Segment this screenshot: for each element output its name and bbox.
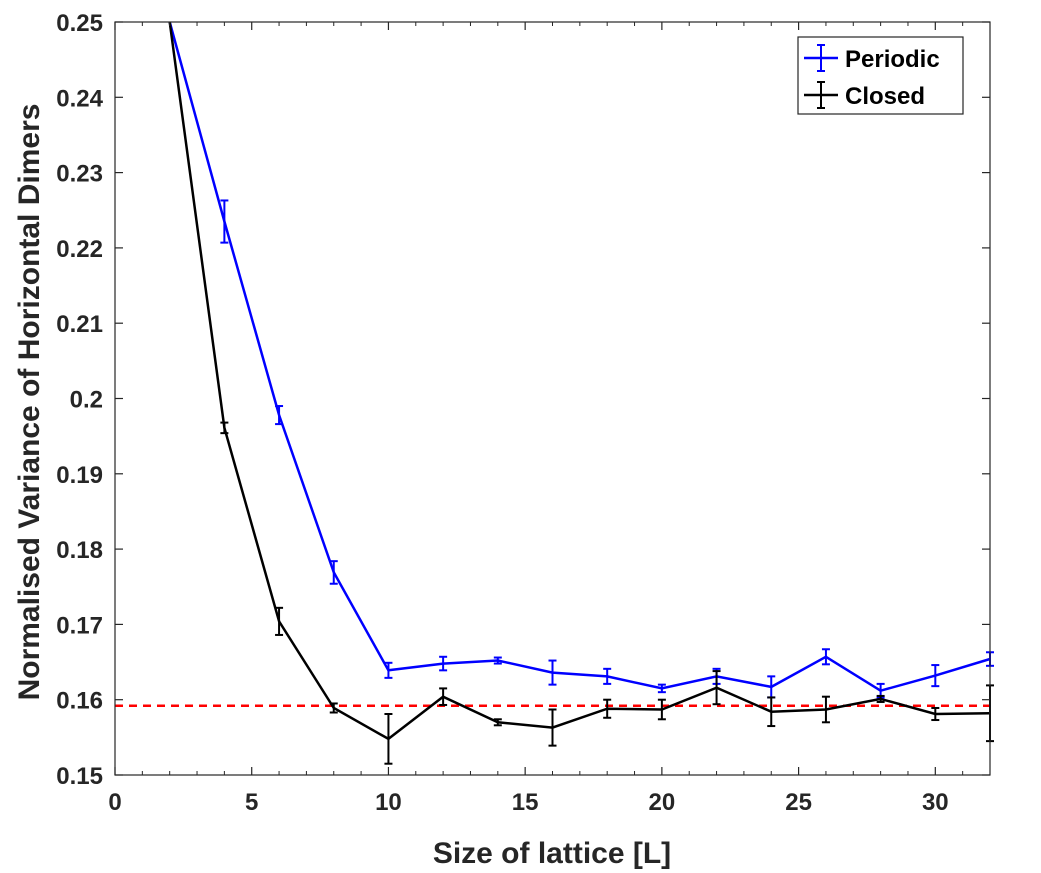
series-line-closed: [168, 21, 991, 741]
error-bar-closed: [220, 421, 229, 435]
legend: Periodic Closed: [797, 36, 964, 115]
y-tick-label: 0.22: [56, 236, 103, 263]
error-bar-periodic: [931, 664, 940, 688]
error-bar-periodic: [493, 656, 502, 665]
legend-label-periodic: Periodic: [845, 46, 940, 73]
y-tick-label: 0.15: [56, 763, 103, 790]
x-tick-label: 20: [649, 789, 676, 816]
error-bar-closed: [876, 694, 885, 703]
y-tick-label: 0.25: [56, 10, 103, 37]
error-bar-periodic: [220, 199, 229, 244]
series-line-periodic: [168, 21, 991, 693]
error-bar-periodic: [657, 683, 666, 694]
x-tick-label: 30: [922, 789, 949, 816]
error-bar-closed: [821, 695, 830, 724]
error-bar-periodic: [821, 648, 830, 666]
error-bar-closed: [767, 696, 776, 728]
x-tick-label: 15: [512, 789, 539, 816]
ticks-layer: 0 5 10 15 20 25 30 0.15 0.16 0.17 0.18 0.19 0.2 0.21 0…: [56, 10, 991, 816]
y-tick-label: 0.17: [56, 612, 103, 639]
error-bar-closed: [439, 687, 448, 706]
error-bar-closed: [493, 718, 502, 727]
error-bar-closed: [275, 606, 284, 636]
error-bar-closed: [329, 702, 338, 714]
series-layer: [168, 21, 994, 765]
y-tick-label: 0.18: [56, 537, 103, 564]
x-tick-label: 0: [108, 789, 121, 816]
y-tick-label: 0.23: [56, 161, 103, 188]
error-bar-periodic: [548, 659, 557, 686]
y-tick-label: 0.21: [56, 311, 103, 338]
error-bar-closed: [548, 708, 557, 747]
x-axis-title: Size of lattice [L]: [433, 837, 671, 870]
legend-item-periodic: Periodic: [804, 44, 940, 73]
legend-label-closed: Closed: [845, 83, 925, 110]
error-bar-closed: [657, 698, 666, 721]
error-bar-periodic: [275, 405, 284, 426]
y-tick-label: 0.19: [56, 462, 103, 489]
legend-item-closed: Closed: [804, 81, 925, 110]
legend-box: [797, 36, 964, 115]
error-bar-periodic: [439, 655, 448, 672]
error-bar-closed: [931, 706, 940, 722]
y-axis-title: Normalised Variance of Horizontal Dimers: [13, 104, 46, 701]
x-tick-label: 10: [375, 789, 402, 816]
error-bar-closed: [603, 698, 612, 719]
error-bar-periodic: [384, 661, 393, 679]
y-tick-label: 0.16: [56, 688, 103, 715]
x-tick-label: 5: [245, 789, 258, 816]
error-bar-periodic: [329, 560, 338, 585]
error-bar-closed: [712, 670, 721, 706]
error-bar-closed: [384, 713, 393, 765]
error-bar-periodic: [603, 667, 612, 685]
y-tick-label: 0.24: [56, 85, 103, 112]
y-tick-label: 0.2: [70, 387, 103, 414]
x-tick-label: 25: [785, 789, 812, 816]
